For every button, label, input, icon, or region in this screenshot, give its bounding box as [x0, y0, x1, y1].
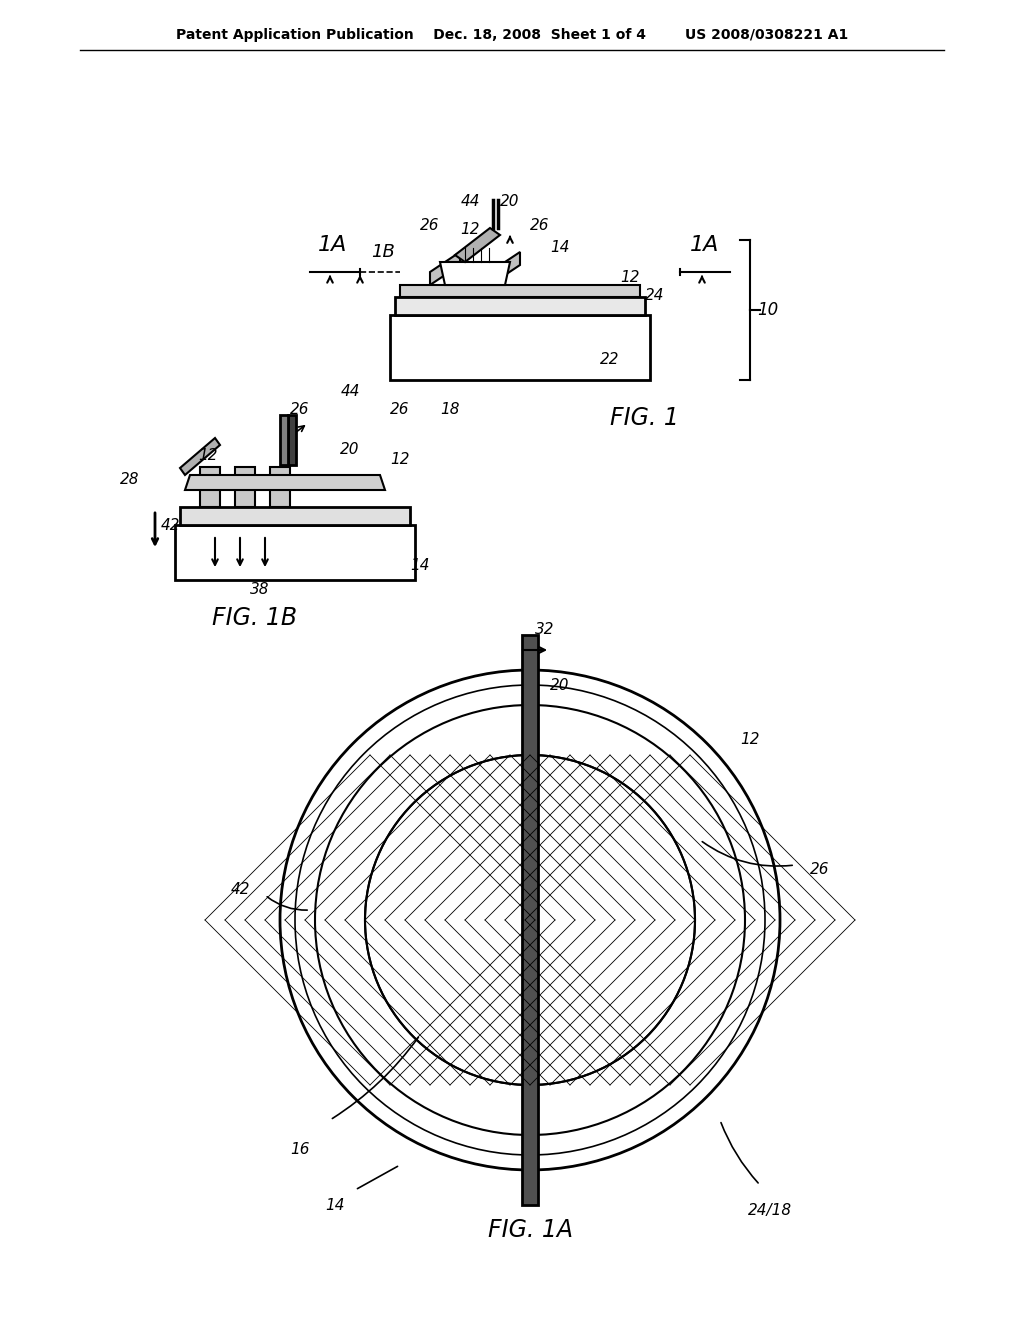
Bar [522, 635, 538, 1205]
Text: 16: 16 [290, 1143, 309, 1158]
Polygon shape [430, 252, 460, 285]
Text: 12: 12 [460, 223, 480, 238]
Text: 1B: 1B [371, 243, 395, 261]
Circle shape [365, 755, 695, 1085]
Bar [288, 414, 296, 465]
Bar [390, 315, 650, 380]
Text: 42: 42 [230, 883, 250, 898]
Text: 26: 26 [390, 403, 410, 417]
Text: 42: 42 [160, 517, 180, 532]
Text: 1A: 1A [690, 235, 720, 255]
Polygon shape [455, 228, 500, 261]
Text: 18: 18 [440, 403, 460, 417]
Text: 32: 32 [536, 623, 555, 638]
Bar [180, 507, 410, 525]
Bar [175, 525, 415, 579]
Text: 12: 12 [390, 453, 410, 467]
Text: 10: 10 [758, 301, 778, 319]
Text: FIG. 1A: FIG. 1A [487, 1218, 572, 1242]
Text: 26: 26 [290, 403, 309, 417]
Bar [280, 414, 288, 465]
Text: 44: 44 [460, 194, 480, 210]
Polygon shape [180, 438, 220, 475]
Text: 12: 12 [621, 271, 640, 285]
Bar [234, 467, 255, 507]
Text: 12: 12 [740, 733, 760, 747]
Text: 26: 26 [530, 218, 550, 232]
Text: 26: 26 [810, 862, 829, 878]
Bar [395, 297, 645, 315]
Polygon shape [490, 252, 520, 285]
Text: 14: 14 [326, 1197, 345, 1213]
Text: FIG. 1B: FIG. 1B [212, 606, 298, 630]
Text: 20: 20 [501, 194, 520, 210]
Bar [270, 467, 290, 507]
Text: 12: 12 [199, 447, 218, 462]
Text: 26: 26 [420, 218, 439, 232]
Text: 14: 14 [550, 240, 569, 256]
Text: 22: 22 [600, 352, 620, 367]
Polygon shape [440, 261, 510, 285]
Text: FIG. 1: FIG. 1 [610, 407, 679, 430]
Text: 24/18: 24/18 [748, 1203, 792, 1217]
Polygon shape [185, 475, 385, 490]
Text: 24: 24 [645, 288, 665, 302]
Text: 44: 44 [340, 384, 359, 400]
Text: 20: 20 [550, 677, 569, 693]
Text: Patent Application Publication    Dec. 18, 2008  Sheet 1 of 4        US 2008/030: Patent Application Publication Dec. 18, … [176, 28, 848, 42]
Text: 38: 38 [250, 582, 269, 598]
Bar [200, 467, 220, 507]
Text: 14: 14 [411, 557, 430, 573]
Text: 28: 28 [120, 473, 139, 487]
Text: 1A: 1A [318, 235, 348, 255]
Text: 20: 20 [340, 442, 359, 458]
Bar [400, 285, 640, 297]
